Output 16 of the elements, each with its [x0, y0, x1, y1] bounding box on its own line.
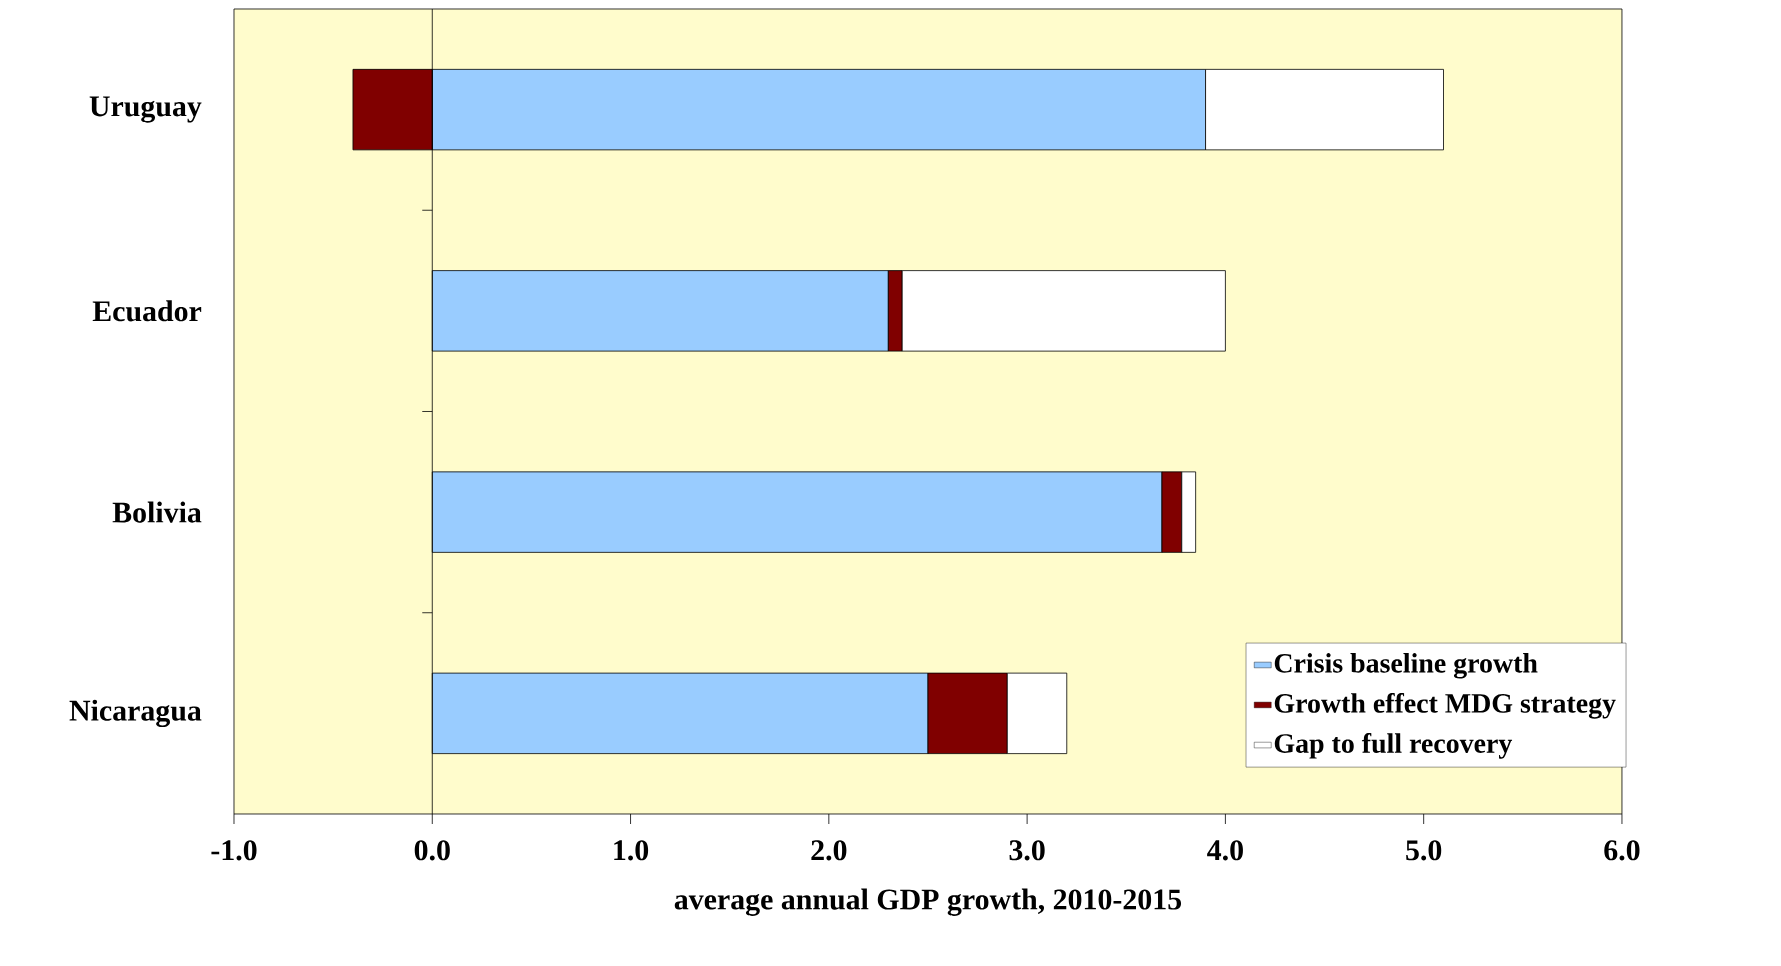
- y-tick-label: Uruguay: [89, 96, 202, 123]
- x-tick-label: 1.0: [614, 840, 649, 861]
- x-tick-label: 0.0: [414, 840, 450, 861]
- x-tick-label: 3.0: [1009, 840, 1045, 861]
- y-tick-label: Bolivia: [112, 501, 202, 523]
- y-tick-label: Ecuador: [92, 300, 202, 322]
- x-tick-label: 6.0: [1604, 840, 1640, 861]
- legend-label: Growth effect MDG strategy: [1274, 692, 1616, 719]
- y-tick-label: Nicaragua: [69, 699, 202, 728]
- x-axis-title: average annual GDP growth, 2010-2015: [674, 888, 1182, 916]
- x-tick-label: 5.0: [1406, 840, 1442, 861]
- x-tick-label: 2.0: [811, 840, 847, 861]
- x-tick-label: 4.0: [1207, 840, 1243, 861]
- legend-label: Gap to full recovery: [1274, 733, 1513, 759]
- legend-label: Crisis baseline growth: [1274, 653, 1538, 679]
- x-tick-label: -1.0: [211, 840, 257, 861]
